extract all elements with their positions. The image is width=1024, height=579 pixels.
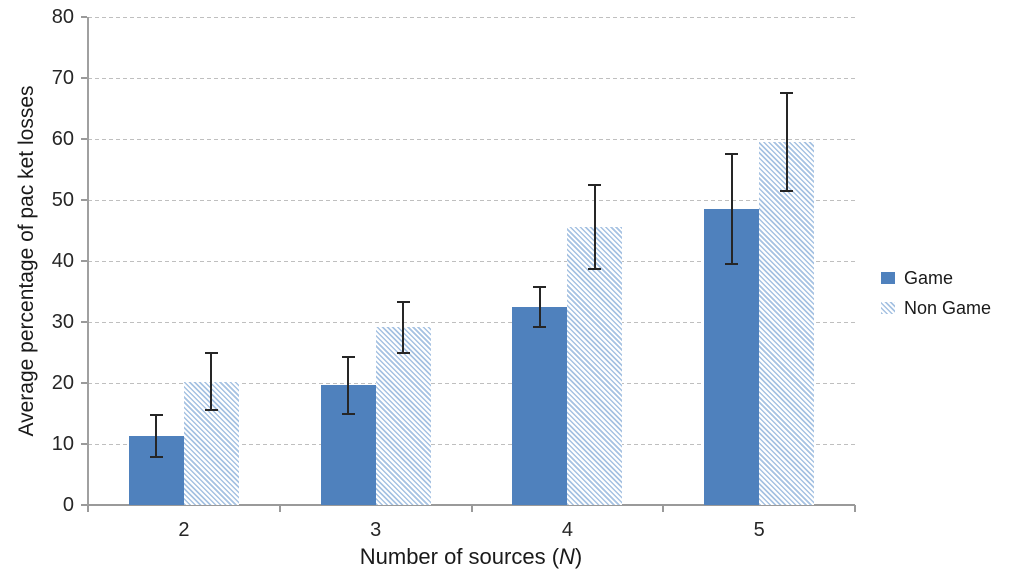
x-axis-tick-1 [278, 505, 281, 512]
y-tick-label-60: 60 [51, 128, 74, 150]
x-tick-label-5: 5 [753, 519, 765, 541]
error-bar-non-game-3 [402, 301, 405, 354]
y-tick-label-80: 80 [51, 6, 74, 28]
error-bar-non-game-3-cap-top [396, 300, 410, 303]
x-axis-tick-4 [854, 505, 856, 512]
error-bar-game-4-cap-top [533, 285, 547, 288]
error-bar-non-game-4-cap-bottom [588, 267, 602, 270]
y-tick-label-0: 0 [62, 494, 74, 516]
x-axis-title-prefix: Number of sources ( [359, 544, 560, 569]
x-axis-title-n: N [559, 544, 575, 569]
error-bar-non-game-2-cap-bottom [204, 409, 218, 412]
gridline-40 [88, 260, 855, 262]
legend-label-game: Game [904, 267, 954, 288]
y-axis-tick-70 [81, 77, 87, 79]
legend-item-game: Game [881, 264, 991, 291]
gridline-70 [88, 77, 855, 79]
y-axis-tick-50 [81, 199, 87, 201]
y-tick-label-40: 40 [51, 250, 74, 272]
gridline-20 [88, 382, 855, 384]
y-axis-line [87, 17, 89, 506]
error-bar-game-5-cap-bottom [725, 263, 739, 266]
gridline-10 [88, 443, 855, 445]
y-axis-tick-20 [81, 382, 87, 384]
gridline-30 [88, 321, 855, 323]
error-bar-non-game-4 [593, 184, 596, 269]
gridline-50 [88, 199, 855, 201]
game-swatch-icon [881, 271, 895, 284]
error-bar-game-2-cap-bottom [149, 456, 163, 459]
y-axis-title: Average percentage of pac ket losses [15, 85, 38, 437]
y-axis-tick-0 [81, 504, 87, 506]
x-tick-label-4: 4 [561, 519, 573, 541]
error-bar-non-game-2 [210, 353, 213, 411]
y-tick-label-30: 30 [51, 311, 74, 333]
y-axis-tick-10 [81, 443, 87, 445]
y-tick-label-10: 10 [51, 433, 74, 455]
gridline-80 [88, 16, 855, 18]
bar-non-game-5 [759, 142, 815, 505]
x-axis-title: Number of sources (N) [360, 544, 583, 570]
y-tick-label-70: 70 [51, 67, 74, 89]
error-bar-game-2-cap-top [149, 413, 163, 416]
x-axis-tick-0 [87, 505, 89, 512]
x-axis-tick-2 [470, 505, 473, 512]
error-bar-game-2 [155, 414, 158, 458]
y-axis-tick-60 [81, 138, 87, 140]
y-axis-tick-40 [81, 260, 87, 262]
y-axis-tick-30 [81, 321, 87, 323]
bar-non-game-4 [567, 226, 623, 505]
error-bar-game-4 [538, 286, 541, 327]
non-game-swatch-icon [881, 301, 895, 314]
x-axis-title-suffix: ) [574, 544, 583, 569]
y-tick-label-20: 20 [51, 372, 74, 394]
legend: Game Non Game [881, 264, 991, 324]
gridline-60 [88, 138, 855, 140]
error-bar-non-game-5 [785, 93, 788, 191]
x-axis-tick-3 [662, 505, 665, 512]
error-bar-non-game-5-cap-bottom [780, 189, 794, 192]
error-bar-game-4-cap-bottom [533, 325, 547, 328]
error-bar-game-5 [730, 154, 733, 265]
legend-item-non-game: Non Game [881, 294, 991, 321]
x-tick-label-3: 3 [370, 519, 382, 541]
error-bar-game-5-cap-top [725, 153, 739, 156]
bar-game-4 [512, 306, 568, 505]
error-bar-game-3-cap-top [341, 356, 355, 359]
error-bar-game-3 [347, 357, 350, 414]
y-tick-label-50: 50 [51, 189, 74, 211]
error-bar-non-game-3-cap-bottom [396, 352, 410, 355]
error-bar-non-game-4-cap-top [588, 183, 602, 186]
y-axis-tick-80 [81, 16, 87, 18]
x-tick-label-2: 2 [178, 519, 190, 541]
bar-non-game-3 [375, 327, 431, 505]
error-bar-non-game-2-cap-top [204, 352, 218, 355]
error-bar-game-3-cap-bottom [341, 412, 355, 415]
legend-label-non-game: Non Game [904, 297, 992, 318]
error-bar-non-game-5-cap-top [780, 92, 794, 95]
